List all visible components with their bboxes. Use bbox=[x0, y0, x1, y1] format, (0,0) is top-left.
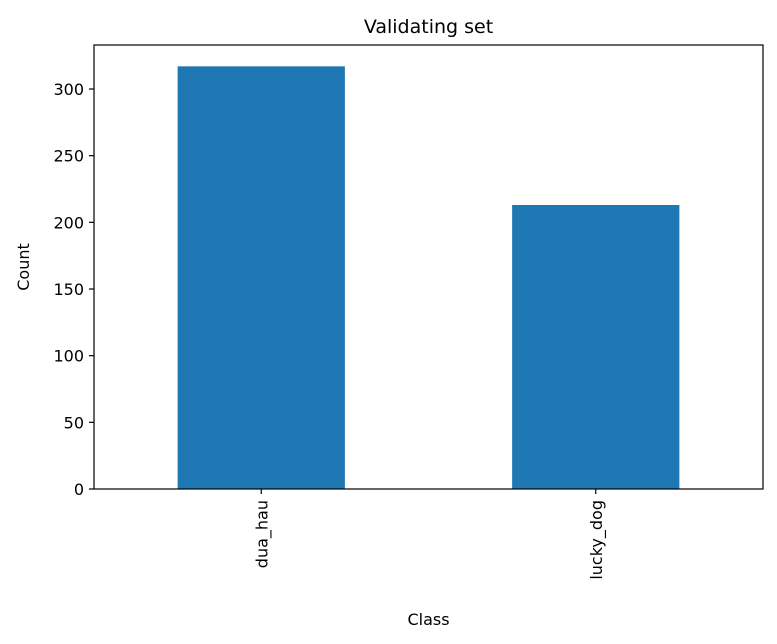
x-tick-label: lucky_dog bbox=[587, 500, 607, 580]
y-axis-label: Count bbox=[14, 243, 33, 291]
y-axis: 0 50 100 150 200 250 300 bbox=[53, 80, 94, 499]
x-axis: dua_hau lucky_dog bbox=[252, 489, 607, 580]
y-tick-label: 100 bbox=[53, 347, 84, 366]
chart-title: Validating set bbox=[364, 16, 493, 38]
bar-dua-hau bbox=[177, 66, 345, 489]
y-tick-label: 250 bbox=[53, 147, 84, 166]
x-axis-label: Class bbox=[407, 610, 449, 629]
plot-frame bbox=[93, 44, 764, 490]
y-tick-label: 0 bbox=[74, 480, 84, 499]
y-tick-label: 150 bbox=[53, 280, 84, 299]
bars-group bbox=[177, 66, 680, 489]
bar-lucky-dog bbox=[512, 205, 680, 489]
y-tick-label: 300 bbox=[53, 80, 84, 99]
x-tick-label: dua_hau bbox=[252, 500, 272, 568]
y-tick-label: 50 bbox=[64, 413, 84, 432]
y-tick-label: 200 bbox=[53, 213, 84, 232]
